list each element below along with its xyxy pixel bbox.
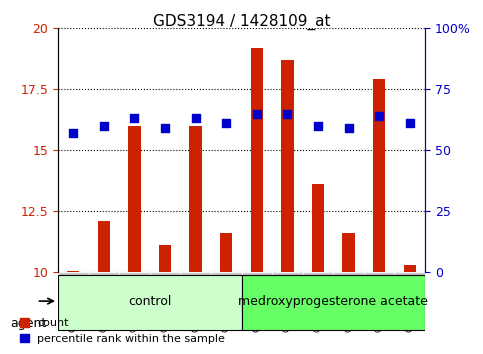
Bar	[220, 233, 232, 272]
Text: GSM262679: GSM262679	[344, 281, 353, 332]
Point	[70, 130, 77, 136]
FancyBboxPatch shape	[395, 272, 425, 289]
FancyBboxPatch shape	[242, 272, 272, 289]
FancyBboxPatch shape	[58, 272, 88, 289]
Text: GSM262681: GSM262681	[405, 281, 414, 332]
Point	[161, 125, 169, 131]
FancyBboxPatch shape	[119, 272, 150, 289]
Text: GSM262676: GSM262676	[252, 281, 261, 332]
Point	[284, 111, 291, 116]
Point	[375, 113, 383, 119]
Bar	[98, 221, 110, 272]
Bar	[281, 60, 294, 272]
FancyBboxPatch shape	[303, 272, 333, 289]
Text: GSM262683: GSM262683	[99, 281, 108, 332]
FancyBboxPatch shape	[180, 272, 211, 289]
Legend: count, percentile rank within the sample: count, percentile rank within the sample	[15, 314, 230, 348]
FancyBboxPatch shape	[333, 272, 364, 289]
FancyBboxPatch shape	[88, 272, 119, 289]
FancyBboxPatch shape	[272, 272, 303, 289]
Text: GSM262680: GSM262680	[375, 281, 384, 332]
Text: GSM262682: GSM262682	[69, 281, 78, 332]
Bar	[251, 48, 263, 272]
Text: GSM262677: GSM262677	[283, 281, 292, 332]
FancyBboxPatch shape	[150, 272, 180, 289]
Text: GSM262686: GSM262686	[191, 281, 200, 332]
Bar	[342, 233, 355, 272]
Bar	[189, 126, 202, 272]
Point	[192, 116, 199, 121]
Bar	[159, 245, 171, 272]
Bar	[312, 184, 324, 272]
Point	[130, 116, 138, 121]
Text: GDS3194 / 1428109_at: GDS3194 / 1428109_at	[153, 14, 330, 30]
Bar	[404, 264, 416, 272]
Text: medroxyprogesterone acetate: medroxyprogesterone acetate	[238, 295, 428, 308]
Point	[345, 125, 353, 131]
Point	[406, 120, 413, 126]
Text: GSM262685: GSM262685	[160, 281, 170, 332]
Point	[314, 123, 322, 129]
Text: agent: agent	[11, 318, 47, 330]
Text: GSM262684: GSM262684	[130, 281, 139, 332]
Point	[100, 123, 108, 129]
FancyBboxPatch shape	[211, 272, 242, 289]
FancyBboxPatch shape	[364, 272, 395, 289]
FancyBboxPatch shape	[58, 275, 242, 330]
Text: GSM262687: GSM262687	[222, 281, 231, 332]
Point	[222, 120, 230, 126]
Bar	[128, 126, 141, 272]
Bar	[373, 79, 385, 272]
Text: control: control	[128, 295, 171, 308]
FancyBboxPatch shape	[242, 275, 425, 330]
Text: GSM262678: GSM262678	[313, 281, 323, 332]
Point	[253, 111, 261, 116]
Bar	[67, 271, 79, 272]
